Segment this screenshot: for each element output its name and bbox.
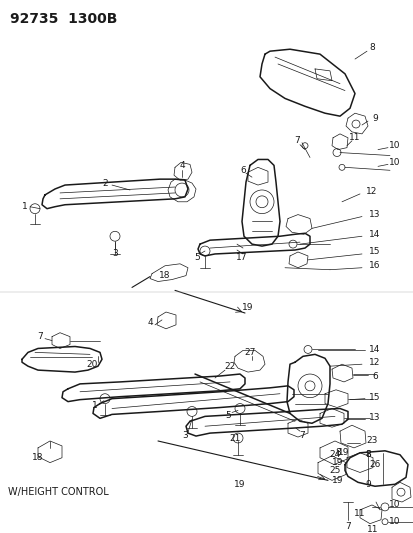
Text: 8: 8 bbox=[364, 450, 370, 459]
Text: 13: 13 bbox=[368, 210, 380, 219]
Text: 7: 7 bbox=[344, 522, 350, 531]
Text: 17: 17 bbox=[236, 253, 247, 262]
Text: 20: 20 bbox=[86, 360, 97, 369]
Text: 7: 7 bbox=[299, 431, 304, 440]
Text: 11: 11 bbox=[366, 525, 378, 533]
Text: 4: 4 bbox=[147, 318, 152, 327]
Text: 19: 19 bbox=[332, 476, 343, 485]
Text: 2: 2 bbox=[102, 179, 107, 188]
Text: 1: 1 bbox=[22, 202, 28, 211]
Text: 9: 9 bbox=[364, 480, 370, 489]
Text: 12: 12 bbox=[366, 188, 377, 197]
Text: 13: 13 bbox=[368, 413, 380, 422]
Text: 10: 10 bbox=[388, 500, 400, 510]
Text: 22: 22 bbox=[224, 362, 235, 370]
Text: 7: 7 bbox=[293, 136, 299, 146]
Text: 8: 8 bbox=[368, 43, 374, 52]
Text: 19: 19 bbox=[332, 458, 343, 467]
Text: 5: 5 bbox=[225, 411, 230, 420]
Text: 18: 18 bbox=[159, 271, 170, 280]
Text: 23: 23 bbox=[366, 437, 377, 446]
Text: 27: 27 bbox=[244, 348, 255, 357]
Text: 21: 21 bbox=[229, 433, 240, 442]
Text: 14: 14 bbox=[368, 345, 380, 354]
Text: 19: 19 bbox=[234, 480, 245, 489]
Text: 92735  1300B: 92735 1300B bbox=[10, 12, 117, 26]
Text: W/HEIGHT CONTROL: W/HEIGHT CONTROL bbox=[8, 487, 109, 497]
Text: 15: 15 bbox=[368, 393, 380, 402]
Text: 9: 9 bbox=[371, 114, 377, 123]
Text: 1: 1 bbox=[92, 401, 97, 410]
Text: 19: 19 bbox=[337, 448, 349, 457]
Text: 6: 6 bbox=[240, 166, 245, 175]
Text: 26: 26 bbox=[368, 460, 380, 469]
Text: 7: 7 bbox=[37, 332, 43, 341]
Text: 10: 10 bbox=[388, 141, 400, 150]
Text: 8: 8 bbox=[334, 448, 340, 457]
Text: 10: 10 bbox=[388, 517, 400, 526]
Text: 16: 16 bbox=[368, 261, 380, 270]
Text: 18: 18 bbox=[32, 453, 44, 462]
Text: 8: 8 bbox=[364, 450, 370, 459]
Text: 14: 14 bbox=[368, 230, 380, 239]
Text: 12: 12 bbox=[368, 358, 380, 367]
Text: 11: 11 bbox=[354, 510, 365, 518]
Text: 19: 19 bbox=[242, 303, 253, 312]
Text: 3: 3 bbox=[112, 249, 118, 259]
Text: 5: 5 bbox=[194, 253, 199, 262]
Text: 3: 3 bbox=[182, 431, 188, 440]
Text: 11: 11 bbox=[349, 133, 360, 142]
Text: 4: 4 bbox=[179, 161, 184, 170]
Text: 25: 25 bbox=[328, 466, 340, 475]
Text: 10: 10 bbox=[388, 158, 400, 167]
Text: 24: 24 bbox=[329, 450, 340, 459]
Text: 15: 15 bbox=[368, 247, 380, 256]
Text: 6: 6 bbox=[371, 372, 377, 381]
